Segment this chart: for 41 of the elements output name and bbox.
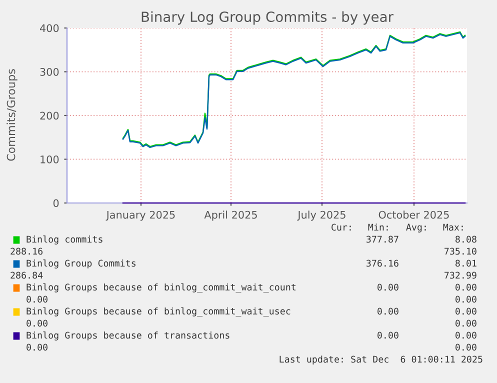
text: 0.00 bbox=[378, 308, 398, 315]
text: Cur: bbox=[332, 224, 351, 231]
legend-label: Binlog commits bbox=[26, 236, 102, 244]
y-tick-label: 0 bbox=[53, 199, 59, 208]
y-tick-label: 200 bbox=[40, 112, 59, 120]
text: 286.84 bbox=[10, 272, 43, 279]
y-tick-label: 100 bbox=[40, 155, 59, 164]
text: 735.10 bbox=[444, 248, 476, 255]
text: 0.00 bbox=[378, 284, 398, 291]
text: 376.16 bbox=[366, 260, 398, 267]
text: 0.00 bbox=[456, 320, 476, 327]
text: 288.16 bbox=[10, 248, 43, 255]
chart-title: Binary Log Group Commits - by year bbox=[142, 11, 394, 25]
text: 0.00 bbox=[456, 308, 476, 315]
legend-label: Binlog Groups because of transactions bbox=[26, 332, 230, 340]
legend-label: Binlog Groups because of binlog_commit_wait_usec bbox=[26, 307, 290, 317]
text: 0.00 bbox=[26, 320, 48, 327]
text: 0.00 bbox=[26, 296, 48, 303]
text: 0.00 bbox=[26, 344, 48, 351]
text: 0.00 bbox=[456, 332, 476, 339]
text: Last update: Sat Dec 6 01:00:11 2025 bbox=[280, 356, 482, 364]
text: Max: bbox=[443, 224, 463, 231]
x-tick-label: January 2025 bbox=[106, 210, 175, 221]
text: 0.00 bbox=[456, 284, 476, 291]
x-tick-label: April 2025 bbox=[204, 210, 257, 221]
text: Avg: bbox=[406, 224, 426, 232]
x-tick-label: October 2025 bbox=[378, 210, 449, 219]
text: 8.08 bbox=[456, 236, 476, 243]
legend-label: Binlog Group Commits bbox=[26, 260, 136, 268]
text: 0.00 bbox=[378, 332, 398, 339]
text: Min: bbox=[368, 224, 388, 231]
legend-label: Binlog Groups because of binlog_commit_wait_count bbox=[26, 283, 296, 293]
y-tick-label: 300 bbox=[40, 68, 59, 76]
text: 0.00 bbox=[456, 344, 476, 351]
x-tick-label: July 2025 bbox=[297, 210, 346, 221]
y-tick-label: 400 bbox=[40, 24, 59, 32]
y-axis-title: Commits/Groups bbox=[6, 69, 18, 161]
text: 377.87 bbox=[366, 236, 398, 243]
text: 732.99 bbox=[444, 272, 476, 279]
text: 0.00 bbox=[456, 296, 476, 303]
text: 8.01 bbox=[456, 260, 476, 267]
